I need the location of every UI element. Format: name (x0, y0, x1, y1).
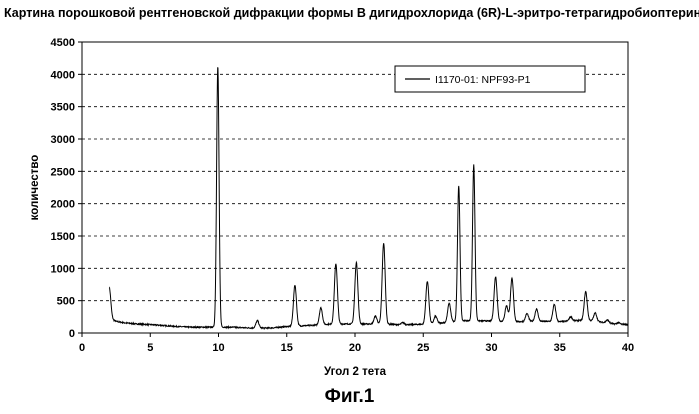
y-tick-label: 0 (69, 328, 75, 340)
x-tick-label: 25 (417, 342, 429, 354)
y-tick-label: 3000 (51, 134, 75, 146)
y-tick-label: 1000 (51, 263, 75, 275)
y-tick-label: 3500 (51, 102, 75, 114)
y-axis-label: количество (29, 155, 41, 221)
x-tick-label: 35 (554, 342, 566, 354)
x-tick-label: 30 (485, 342, 497, 354)
y-tick-label: 1500 (51, 231, 75, 243)
y-tick-label: 4000 (51, 69, 75, 81)
legend: I1170-01: NPF93-P1 (395, 66, 585, 92)
x-tick-label: 5 (147, 342, 153, 354)
x-tick-label: 20 (349, 342, 361, 354)
gridlines (82, 74, 628, 300)
figure-caption: Фиг.1 (0, 386, 699, 408)
xrd-chart: 0 500 1000 1500 2000 2500 3000 3500 4000 4500 0 5 1… (0, 0, 699, 380)
x-tick-label: 40 (622, 342, 634, 354)
y-axis-ticks: 0 500 1000 1500 2000 2500 3000 3500 4000 4500 (51, 37, 82, 340)
y-tick-label: 2000 (51, 199, 75, 211)
x-tick-label: 0 (79, 342, 85, 354)
legend-entry: I1170-01: NPF93-P1 (435, 74, 531, 86)
y-tick-label: 500 (57, 296, 75, 308)
x-tick-label: 10 (212, 342, 224, 354)
y-tick-label: 4500 (51, 37, 75, 49)
y-tick-label: 2500 (51, 166, 75, 178)
x-tick-label: 15 (281, 342, 293, 354)
x-axis-label: Угол 2 тета (324, 366, 387, 378)
x-axis-ticks: 0 5 10 15 20 25 30 35 40 (79, 333, 634, 354)
